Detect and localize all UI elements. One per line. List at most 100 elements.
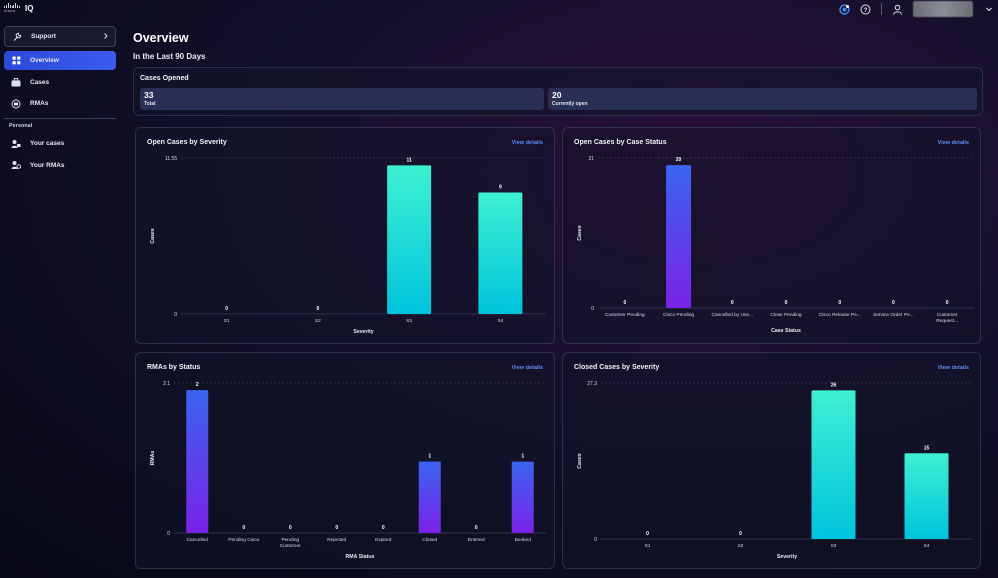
x-axis-label: RMA Status [346, 554, 375, 560]
x-tick-label: S4 [924, 543, 930, 549]
notification-status-icon[interactable] [839, 3, 850, 15]
sidebar-section-personal: Personal [9, 123, 33, 129]
x-axis-label: Severity [353, 329, 373, 335]
bar-s3 [387, 165, 432, 314]
closed-cases-by-severity-card: Closed Cases by Severity View details 27… [562, 352, 981, 569]
total-cases-stat: 33 Total [140, 88, 544, 110]
bar-value-label: 0 [646, 531, 649, 537]
chart-open-status: 21 0 Cases Case Status 0 Customer Pending 20 Ci… [577, 156, 974, 334]
view-details-link[interactable]: View details [937, 140, 969, 146]
x-tick-label: Cisco Release Pe... [819, 312, 861, 318]
bar-value-label: 2 [196, 382, 199, 388]
chevron-right-icon [103, 32, 109, 42]
open-cases-stat: 20 Currently open [548, 88, 977, 110]
page-title: Overview [133, 31, 189, 45]
bar-value-label: 0 [623, 300, 626, 306]
y-axis-label: Cases [577, 453, 583, 468]
x-tick-label: Cisco Pending [663, 312, 694, 318]
sidebar-item-label: RMAs [30, 100, 49, 107]
view-details-link[interactable]: View details [937, 365, 969, 371]
sidebar-item-label: Your cases [30, 140, 65, 147]
bar-value-label: 15 [924, 445, 930, 451]
sidebar-item-label: Support [31, 33, 56, 40]
sidebar-item-rmas[interactable]: RMAs [4, 94, 116, 113]
y-axis-label: Cases [577, 225, 583, 240]
x-tick-label: Booked [515, 537, 532, 543]
x-axis-label: Case Status [771, 328, 801, 334]
x-tick-label: Cancelled [187, 537, 209, 543]
bar-cancelled [186, 390, 209, 533]
user-case-icon [11, 139, 21, 149]
user-icon[interactable] [892, 4, 903, 15]
dashboard-icon [11, 56, 21, 66]
app-logo[interactable]: cisco IQ [4, 3, 33, 13]
total-cases-value: 33 [144, 90, 154, 100]
bar-value-label: 1 [521, 454, 524, 460]
x-tick-label: Pending Cisco [228, 537, 259, 543]
bar-value-label: 0 [316, 306, 319, 312]
chart-rma-status: 2.1 0 RMAs RMA Status 2 Cancelled 0 Pending Cis… [150, 381, 546, 560]
sidebar: Support Overview Cases RMAs Personal You… [4, 26, 116, 177]
x-tick-label: Customer Pending [605, 312, 645, 318]
bar-cisco-pending [666, 165, 692, 308]
x-tick-label: Customer [937, 312, 958, 318]
bar-value-label: 0 [475, 525, 478, 531]
bar-value-label: 0 [289, 525, 292, 531]
chart-closed-severity: 27.3 0 Cases Severity 0 S1 0 S2 26 S3 15 S4 [577, 381, 973, 560]
x-axis-label: Severity [777, 554, 797, 560]
bar-s3 [811, 390, 856, 539]
y-tick-label: 0 [167, 531, 170, 537]
rmas-by-status-card: RMAs by Status View details 2.1 0 RMAs RMA … [135, 352, 555, 569]
x-tick-label: Customer [280, 543, 301, 549]
sidebar-item-label: Cases [30, 78, 50, 86]
view-details-link[interactable]: View details [511, 140, 543, 146]
sidebar-item-overview[interactable]: Overview [4, 51, 116, 70]
bar-value-label: 0 [382, 525, 385, 531]
help-icon[interactable]: ? [860, 4, 871, 15]
y-tick-label: 27.3 [587, 381, 597, 387]
svg-text:?: ? [864, 6, 868, 13]
x-tick-label: Cancelled by Use... [711, 312, 753, 318]
sidebar-item-cases[interactable]: Cases [4, 73, 116, 92]
y-axis-label: Cases [150, 228, 156, 243]
bar-closed [418, 461, 441, 533]
date-range-label: In the Last 90 Days [133, 52, 206, 61]
bar-value-label: 9 [499, 184, 502, 190]
bar-value-label: 26 [831, 382, 837, 388]
sidebar-item-support[interactable]: Support [4, 26, 116, 47]
y-tick-label: 11.55 [165, 156, 177, 162]
bar-value-label: 20 [676, 157, 682, 163]
y-tick-label: 0 [594, 537, 597, 543]
wrench-icon [12, 32, 22, 42]
bar-s4 [904, 453, 949, 539]
y-axis-label: RMAs [150, 451, 156, 466]
y-tick-label: 0 [174, 312, 177, 318]
user-rma-icon [11, 160, 21, 170]
x-tick-label: Pending [281, 537, 299, 543]
y-tick-label: 2.1 [163, 381, 170, 387]
user-name-redacted[interactable] [913, 1, 973, 17]
chart-open-severity: 11.55 0 Cases Severity 0 S1 0 S2 11 S3 9 S4 [150, 156, 546, 335]
sidebar-item-your-cases[interactable]: Your cases [4, 134, 116, 153]
x-tick-label: S2 [738, 543, 744, 549]
open-cases-by-severity-card: Open Cases by Severity View details 11.5… [135, 127, 555, 344]
x-tick-label: Close Pending [770, 312, 802, 318]
open-cases-by-status-card: Open Cases by Case Status View details 2… [562, 127, 981, 344]
chart-title: Closed Cases by Severity [574, 364, 660, 371]
sidebar-item-your-rmas[interactable]: Your RMAs [4, 156, 116, 175]
sidebar-divider [4, 118, 116, 119]
x-tick-label: Closed [422, 537, 437, 543]
chart-title: Open Cases by Case Status [574, 139, 667, 146]
y-tick-label: 21 [588, 156, 594, 162]
bar-value-label: 0 [946, 300, 949, 306]
cisco-logo-icon: cisco [4, 3, 21, 13]
x-tick-label: Expired [375, 537, 392, 543]
bar-value-label: 0 [225, 306, 228, 312]
bar-s4 [478, 192, 523, 314]
divider [881, 3, 882, 15]
top-bar: cisco IQ ? [0, 0, 998, 18]
chevron-down-icon[interactable] [983, 4, 994, 15]
open-cases-label: Currently open [552, 101, 588, 107]
view-details-link[interactable]: View details [511, 365, 543, 371]
x-tick-label: Service Order Pe... [873, 312, 914, 318]
